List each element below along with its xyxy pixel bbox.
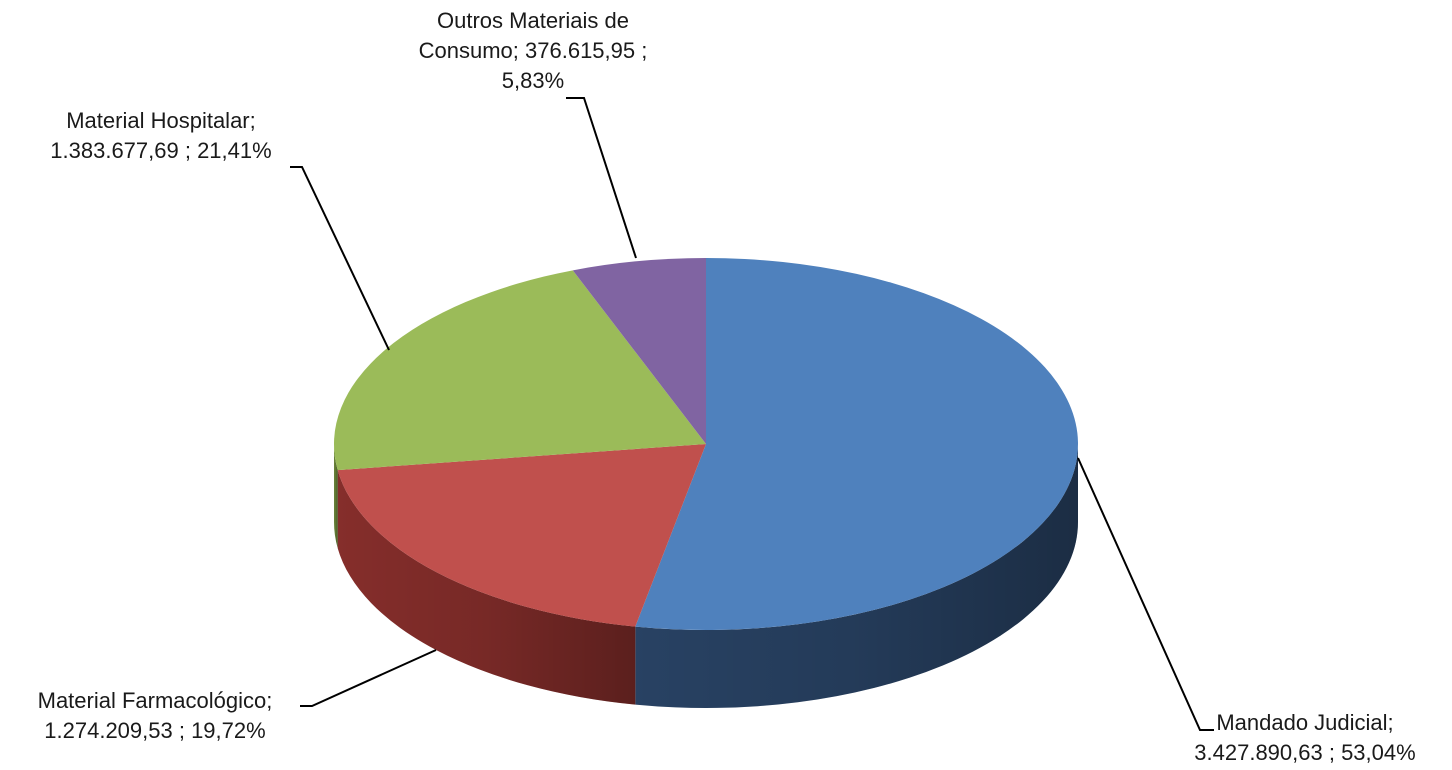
pie-slice-material-farmacologico bbox=[337, 444, 706, 627]
label-mandado-judicial: Mandado Judicial; 3.427.890,63 ; 53,04% bbox=[1170, 708, 1440, 768]
pie-slice-outros-materiais-de-consumo bbox=[572, 258, 706, 444]
pie-side-shade-material-hospitalar bbox=[334, 444, 338, 549]
label-farmaco-line2: 1.274.209,53 ; 19,72% bbox=[44, 718, 266, 743]
label-material-farmacologico: Material Farmacológico; 1.274.209,53 ; 1… bbox=[10, 686, 300, 746]
label-hospitalar-line2: 1.383.677,69 ; 21,41% bbox=[50, 138, 272, 163]
label-mandado-line1: Mandado Judicial; bbox=[1216, 710, 1394, 735]
leader-mandado bbox=[1077, 457, 1214, 731]
pie-slice-mandado-judicial bbox=[635, 258, 1078, 630]
pie-side-shade-mandado-judicial bbox=[635, 444, 1078, 708]
leader-outros bbox=[566, 97, 637, 259]
leader-farmaco bbox=[300, 649, 437, 707]
label-mandado-line2: 3.427.890,63 ; 53,04% bbox=[1194, 740, 1416, 765]
leader-hospitalar bbox=[290, 166, 390, 351]
label-outros-line3: 5,83% bbox=[501, 68, 565, 93]
label-material-hospitalar: Material Hospitalar; 1.383.677,69 ; 21,4… bbox=[26, 106, 296, 166]
label-outros-line1: Outros Materiais de bbox=[437, 8, 629, 33]
label-outros-materiais: Outros Materiais de Consumo; 376.615,95 … bbox=[388, 6, 678, 96]
label-hospitalar-line1: Material Hospitalar; bbox=[66, 108, 256, 133]
label-outros-line2: Consumo; 376.615,95 ; bbox=[418, 38, 648, 63]
label-farmaco-line1: Material Farmacológico; bbox=[37, 688, 273, 713]
pie-side-shade-material-farmacologico bbox=[337, 470, 636, 705]
pie-slice-material-hospitalar bbox=[334, 270, 706, 471]
